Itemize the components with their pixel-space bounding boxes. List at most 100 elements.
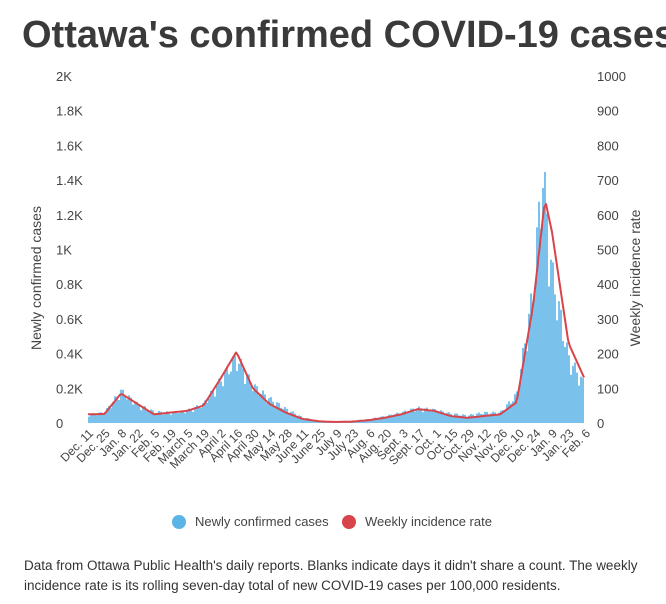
case-bar <box>154 413 156 423</box>
case-bar <box>472 414 474 423</box>
case-bar <box>388 414 390 423</box>
case-bar <box>162 414 164 423</box>
case-bar <box>146 409 148 423</box>
right-tick-label: 800 <box>597 138 619 153</box>
left-tick-label: 1.8K <box>56 104 83 119</box>
case-bar <box>140 410 142 423</box>
case-bar <box>576 372 578 423</box>
left-tick-label: 1.6K <box>56 138 83 153</box>
case-bar <box>98 412 100 423</box>
case-bar <box>376 418 378 423</box>
case-bar <box>548 286 550 423</box>
case-bar <box>200 407 202 423</box>
case-bar <box>486 411 488 423</box>
case-bar <box>516 391 518 423</box>
case-bar <box>510 403 512 423</box>
left-axis-label: Newly confirmed cases <box>28 206 44 350</box>
case-bar <box>468 415 470 423</box>
case-bar <box>506 404 508 423</box>
case-bar <box>564 346 566 423</box>
left-tick-label: 0.6K <box>56 312 83 327</box>
incidence-rate-line <box>88 203 585 423</box>
case-bar <box>232 356 234 423</box>
case-bar <box>136 401 138 423</box>
legend: Newly confirmed cases Weekly incidence r… <box>172 514 492 529</box>
case-bar <box>174 411 176 423</box>
case-bar <box>522 347 524 423</box>
case-bar <box>176 413 178 423</box>
case-bar <box>122 389 124 423</box>
case-bar <box>166 411 168 423</box>
case-bar <box>370 419 372 423</box>
case-bar <box>220 381 222 423</box>
case-bar <box>150 409 152 423</box>
case-bar <box>532 303 534 423</box>
legend-label-rate: Weekly incidence rate <box>365 514 492 529</box>
case-bar <box>234 355 236 423</box>
case-bar <box>444 414 446 423</box>
case-bar <box>282 408 284 423</box>
case-bar <box>192 411 194 423</box>
case-bar <box>550 259 552 423</box>
right-tick-label: 700 <box>597 173 619 188</box>
case-bar <box>224 371 226 423</box>
case-bar <box>134 403 136 423</box>
case-bar <box>130 397 132 423</box>
case-bar <box>128 395 130 423</box>
case-bar <box>408 411 410 423</box>
case-bar <box>116 396 118 423</box>
case-bar <box>270 397 272 423</box>
case-bar <box>238 363 240 423</box>
case-bar <box>446 412 448 423</box>
case-bar <box>118 399 120 423</box>
case-bar <box>268 398 270 423</box>
case-bar <box>230 371 232 423</box>
case-bar <box>100 412 102 423</box>
case-bar <box>526 351 528 423</box>
footnote: Data from Ottawa Public Health's daily r… <box>24 558 638 593</box>
case-bar <box>228 374 230 423</box>
case-bar <box>194 407 196 423</box>
case-bar <box>156 412 158 423</box>
case-bar <box>252 391 254 423</box>
right-tick-label: 400 <box>597 277 619 292</box>
case-bar <box>524 343 526 423</box>
case-bar <box>396 412 398 423</box>
right-tick-label: 0 <box>597 416 604 431</box>
case-bar <box>460 415 462 423</box>
case-bar <box>202 403 204 423</box>
case-bar <box>418 406 420 423</box>
case-bar <box>242 368 244 423</box>
right-tick-label: 1000 <box>597 69 626 84</box>
case-bar <box>96 415 98 423</box>
case-bar <box>246 373 248 423</box>
case-bar <box>144 406 146 423</box>
case-bar <box>462 414 464 423</box>
case-bar <box>392 416 394 423</box>
case-bar <box>436 412 438 423</box>
case-bar <box>180 410 182 423</box>
case-bar <box>582 378 584 423</box>
case-bar <box>410 408 412 423</box>
case-bar <box>504 410 506 423</box>
case-bar <box>448 412 450 423</box>
case-bar <box>500 410 502 423</box>
case-bar <box>558 301 560 423</box>
case-bar <box>488 414 490 423</box>
case-bar <box>236 370 238 423</box>
case-bar <box>298 415 300 423</box>
legend-swatch-rate <box>342 515 356 529</box>
case-bar <box>386 416 388 423</box>
case-bar <box>512 401 514 423</box>
case-bar <box>484 411 486 423</box>
case-bar <box>490 413 492 423</box>
case-bar <box>474 416 476 423</box>
case-bar <box>222 386 224 423</box>
right-tick-label: 100 <box>597 381 619 396</box>
case-bar <box>574 362 576 423</box>
case-bar <box>112 401 114 423</box>
case-bar <box>198 407 200 423</box>
left-tick-label: 0.8K <box>56 277 83 292</box>
case-bar <box>514 394 516 423</box>
